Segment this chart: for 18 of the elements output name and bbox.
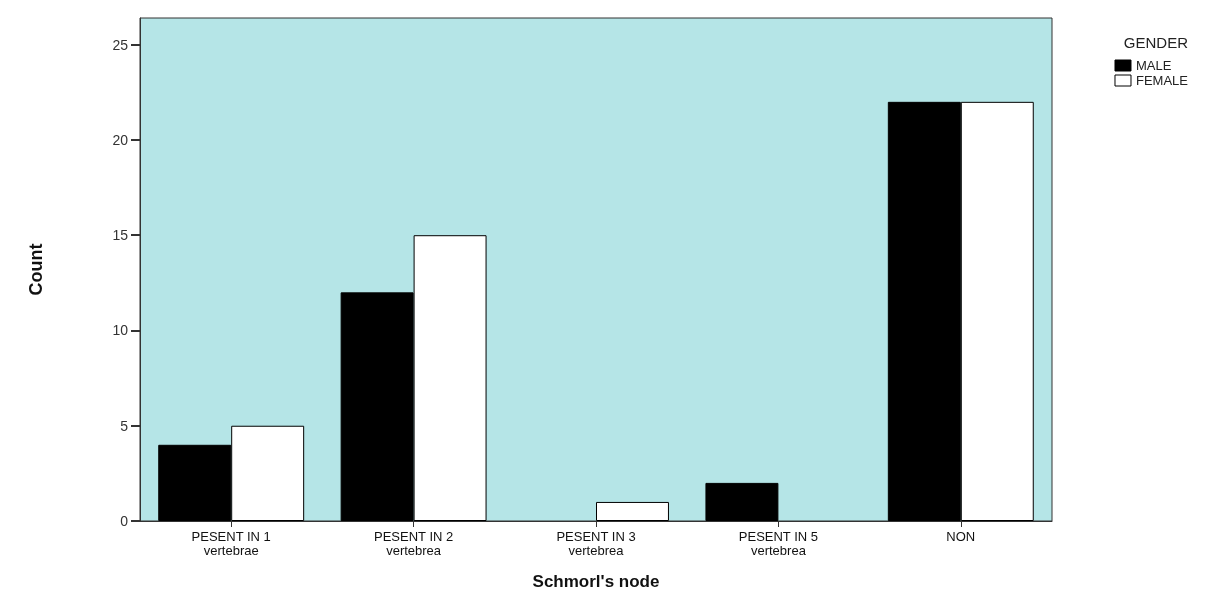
y-tick-label: 25 [112, 36, 129, 53]
y-axis-title: Count [26, 243, 46, 296]
x-tick-label: PESENT IN 3 vertebrea [556, 528, 636, 558]
y-tick-label: 15 [112, 227, 129, 244]
x-tick-label: PESENT IN 1 vertebrae [191, 528, 271, 558]
y-tick-label: 5 [120, 417, 129, 434]
x-tick-label: NON [946, 528, 976, 544]
legend-label: FEMALE [1135, 73, 1189, 88]
x-tick-label: PESENT IN 2 vertebrea [373, 528, 454, 558]
x-tick-label: PESENT IN 5 vertebrea [738, 528, 819, 558]
y-tick-label: 0 [120, 513, 129, 529]
bar [596, 501, 669, 521]
bar [705, 482, 779, 521]
legend-title: GENDER [1123, 34, 1189, 51]
y-tick-label: 10 [112, 322, 129, 339]
x-axis-title: Schmorl's node [532, 572, 660, 591]
legend-label: MALE [1135, 58, 1172, 73]
y-tick-label: 20 [112, 131, 129, 148]
